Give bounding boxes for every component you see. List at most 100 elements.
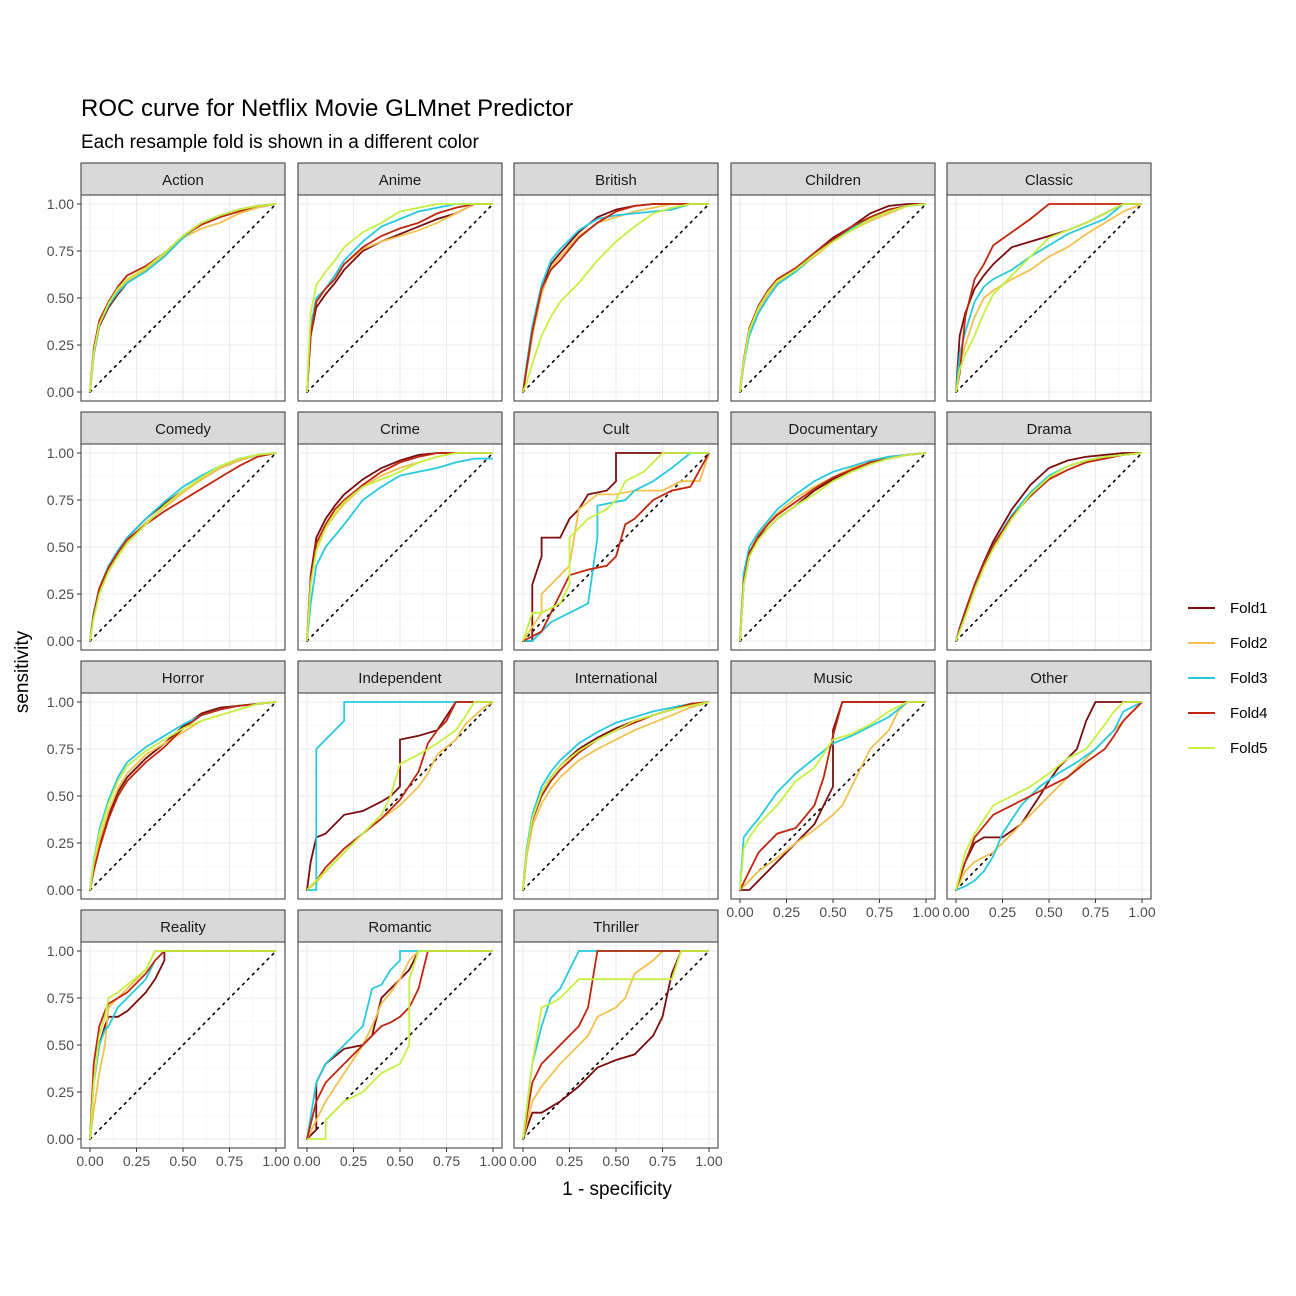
panel-border xyxy=(513,194,719,402)
facet-strip xyxy=(297,660,503,694)
facet-strip xyxy=(513,162,719,196)
legend-item-fold4: Fold4 xyxy=(1188,705,1268,722)
facet-label: Children xyxy=(805,172,861,189)
roc-line-cult-fold5 xyxy=(522,452,709,642)
facet-label: Other xyxy=(1030,670,1068,687)
facet-strip xyxy=(80,909,286,943)
x-tick-label: 1.00 xyxy=(479,1153,506,1169)
x-tick-label: 0.75 xyxy=(1082,904,1109,920)
roc-line-classic-fold5 xyxy=(955,203,1142,393)
panel-romantic: Romantic 0.00 0.25 0.50 0.75 1.00 xyxy=(293,909,507,1169)
roc-line-thriller-fold2 xyxy=(522,950,709,1140)
roc-line-cult-fold2 xyxy=(522,452,710,642)
panel-international: International xyxy=(513,660,719,900)
facet-label: Reality xyxy=(160,919,206,936)
roc-line-independent-fold5 xyxy=(306,701,493,891)
panel-anime: Anime xyxy=(297,162,503,402)
y-tick-label: 0.75 xyxy=(47,243,74,259)
x-tick-label: 0.25 xyxy=(340,1153,367,1169)
legend-label: Fold5 xyxy=(1230,740,1268,757)
reference-diagonal xyxy=(739,701,927,891)
legend-label: Fold3 xyxy=(1230,670,1268,687)
y-tick-label: 1.00 xyxy=(47,196,74,212)
legend-item-fold1: Fold1 xyxy=(1188,600,1268,617)
x-tick-label: 0.25 xyxy=(773,904,800,920)
roc-line-classic-fold3 xyxy=(955,203,1142,393)
x-tick-label: 0.75 xyxy=(866,904,893,920)
panel-border xyxy=(297,194,503,402)
legend-label: Fold4 xyxy=(1230,705,1268,722)
facet-label: Classic xyxy=(1025,172,1074,189)
x-tick-label: 0.00 xyxy=(942,904,969,920)
y-tick-label: 0.50 xyxy=(47,788,74,804)
panel-other: Other 0.00 0.25 0.50 0.75 1.00 xyxy=(942,660,1156,920)
legend-label: Fold1 xyxy=(1230,600,1268,617)
x-tick-label: 0.50 xyxy=(602,1153,629,1169)
roc-line-classic-fold2 xyxy=(955,203,1143,393)
roc-line-music-fold4 xyxy=(739,701,926,891)
roc-line-comedy-fold4 xyxy=(89,452,277,642)
roc-line-drama-fold5 xyxy=(955,452,1143,642)
x-tick-label: 0.00 xyxy=(293,1153,320,1169)
reference-diagonal xyxy=(522,950,710,1140)
panel-border xyxy=(946,194,1152,402)
y-tick-label: 0.25 xyxy=(47,586,74,602)
reference-diagonal xyxy=(522,452,710,642)
reference-diagonal xyxy=(955,203,1143,393)
x-tick-label: 0.00 xyxy=(76,1153,103,1169)
facet-strip xyxy=(297,162,503,196)
roc-line-documentary-fold3 xyxy=(739,452,927,642)
panel-cult: Cult xyxy=(513,411,719,651)
x-tick-label: 0.75 xyxy=(433,1153,460,1169)
roc-line-crime-fold3 xyxy=(306,457,493,642)
facet-strip xyxy=(513,909,719,943)
panel-children: Children xyxy=(730,162,936,402)
facet-label: British xyxy=(595,172,637,189)
roc-line-cult-fold1 xyxy=(523,452,709,642)
y-tick-label: 0.00 xyxy=(47,1131,74,1147)
panel-music: Music 0.00 0.25 0.50 0.75 1.00 xyxy=(726,660,940,920)
roc-line-music-fold5 xyxy=(739,701,926,891)
roc-line-music-fold3 xyxy=(739,701,926,891)
facet-label: Comedy xyxy=(155,421,211,438)
facet-strip xyxy=(513,660,719,694)
legend-item-fold2: Fold2 xyxy=(1188,635,1268,652)
facet-label: Music xyxy=(813,670,853,687)
panel-border xyxy=(513,692,719,900)
roc-line-other-fold5 xyxy=(955,701,1142,891)
legend-label: Fold2 xyxy=(1230,635,1268,652)
x-tick-label: 0.25 xyxy=(123,1153,150,1169)
facet-label: Anime xyxy=(379,172,422,189)
x-tick-label: 0.25 xyxy=(556,1153,583,1169)
roc-line-cult-fold4 xyxy=(522,452,710,642)
y-tick-label: 0.25 xyxy=(47,1084,74,1100)
panel-grid xyxy=(731,444,935,650)
roc-line-thriller-fold1 xyxy=(522,950,709,1140)
legend: Fold1 Fold2 Fold3 Fold4 Fold5 xyxy=(1188,600,1268,757)
roc-line-thriller-fold4 xyxy=(522,950,709,1140)
y-tick-label: 1.00 xyxy=(47,694,74,710)
roc-line-other-fold4 xyxy=(955,701,1143,891)
panel-border xyxy=(513,443,719,651)
x-tick-label: 0.00 xyxy=(726,904,753,920)
roc-line-british-fold5 xyxy=(522,203,709,393)
y-tick-label: 0.50 xyxy=(47,539,74,555)
y-tick-label: 1.00 xyxy=(47,445,74,461)
y-tick-label: 0.00 xyxy=(47,633,74,649)
roc-line-independent-fold3 xyxy=(307,701,493,891)
y-tick-label: 1.00 xyxy=(47,943,74,959)
roc-line-reality-fold5 xyxy=(89,950,276,1140)
y-tick-label: 0.25 xyxy=(47,337,74,353)
panel-border xyxy=(730,443,936,651)
panel-drama: Drama xyxy=(946,411,1152,651)
y-axis-title: sensitivity xyxy=(12,630,33,713)
facet-strip xyxy=(513,411,719,445)
y-tick-label: 0.75 xyxy=(47,990,74,1006)
panel-classic: Classic xyxy=(946,162,1152,402)
facet-label: Thriller xyxy=(593,919,639,936)
roc-line-british-fold4 xyxy=(522,203,709,393)
facet-label: Horror xyxy=(162,670,205,687)
facet-label: Drama xyxy=(1026,421,1072,438)
x-tick-label: 0.75 xyxy=(649,1153,676,1169)
facet-label: Action xyxy=(162,172,204,189)
